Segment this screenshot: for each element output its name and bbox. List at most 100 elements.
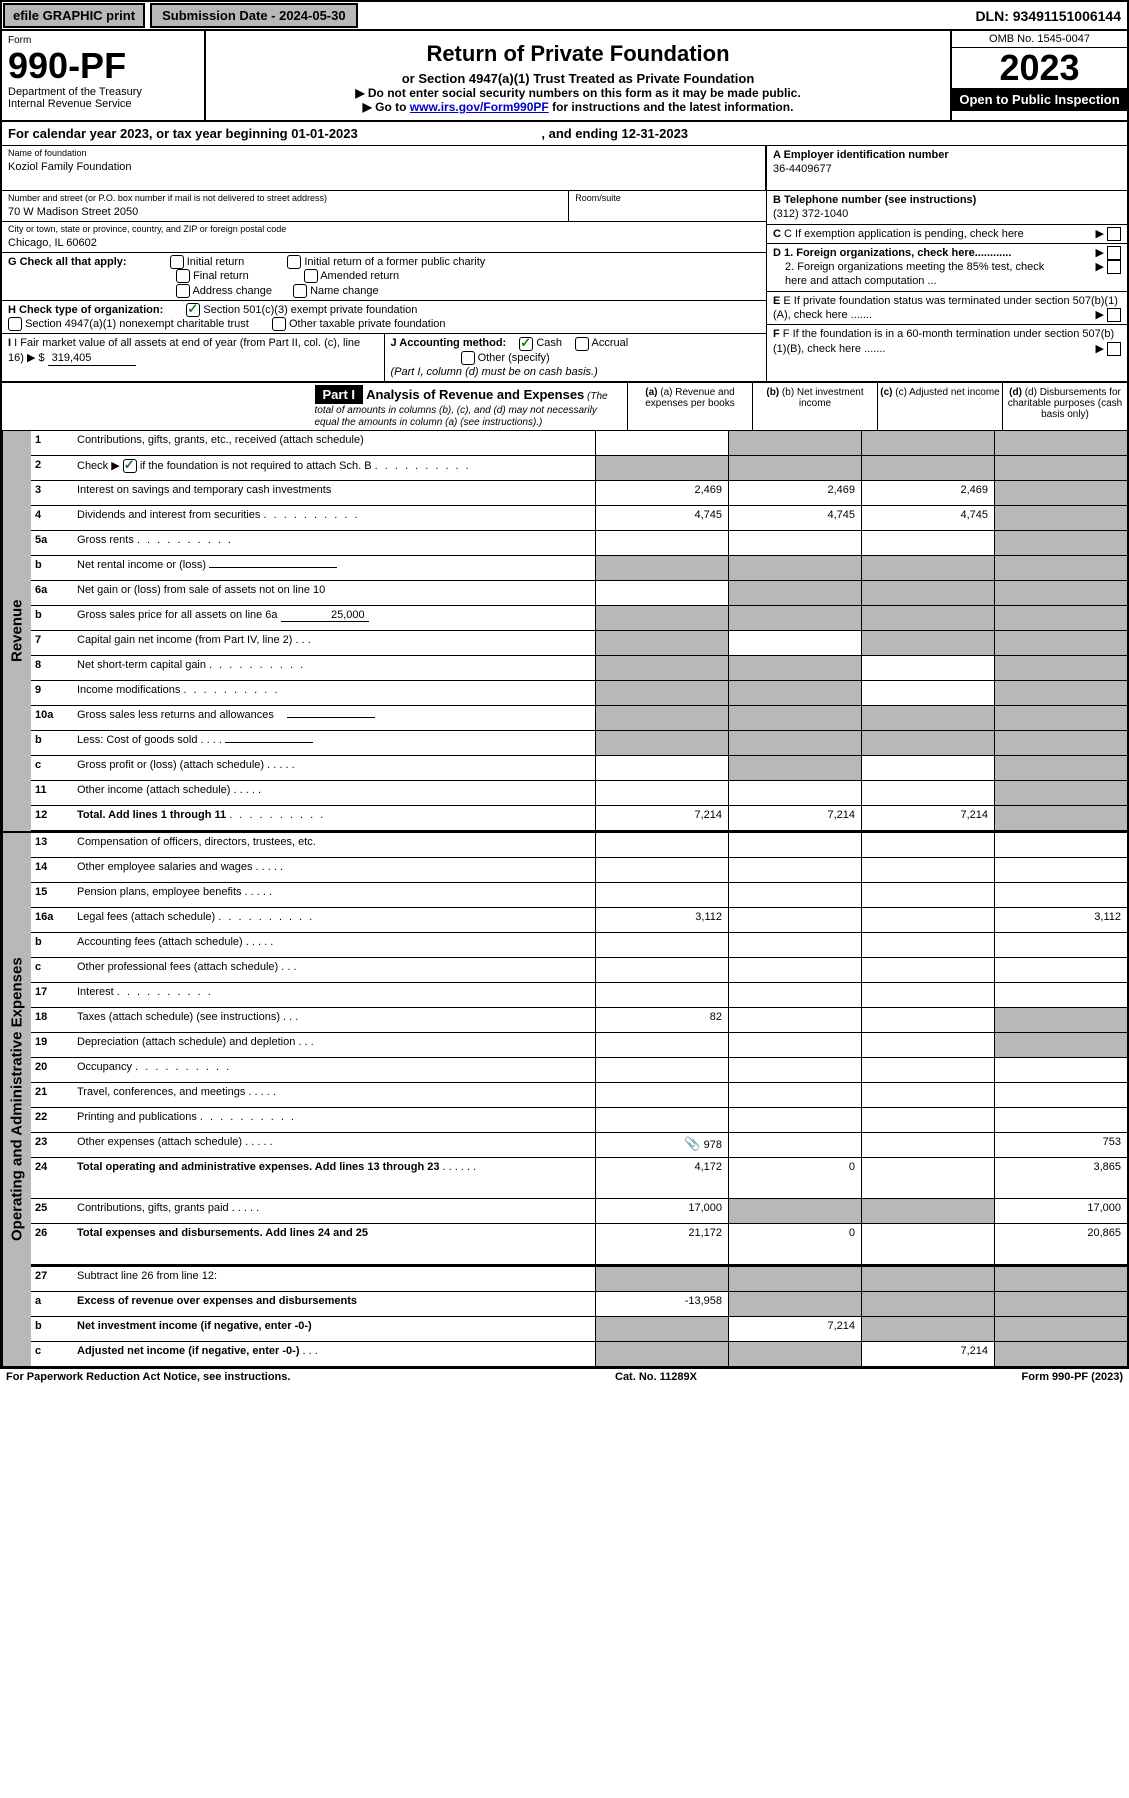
city-cell: City or town, state or province, country…: [2, 222, 766, 253]
section-c: C C If exemption application is pending,…: [767, 225, 1127, 244]
tax-year: 2023: [952, 48, 1127, 88]
row-6b: bGross sales price for all assets on lin…: [31, 606, 1127, 631]
row-1: 1Contributions, gifts, grants, etc., rec…: [31, 431, 1127, 456]
row-6a: 6aNet gain or (loss) from sale of assets…: [31, 581, 1127, 606]
form-number: 990-PF: [8, 48, 198, 84]
phone-cell: B Telephone number (see instructions) (3…: [767, 191, 1127, 225]
checkbox-amended[interactable]: [304, 269, 318, 283]
checkbox-c[interactable]: [1107, 227, 1121, 241]
row-27b: bNet investment income (if negative, ent…: [31, 1317, 1127, 1342]
row-16b: bAccounting fees (attach schedule) . . .…: [31, 933, 1127, 958]
submission-date: Submission Date - 2024-05-30: [150, 3, 358, 28]
revenue-label: Revenue: [2, 431, 31, 831]
checkbox-initial-former[interactable]: [287, 255, 301, 269]
expenses-section: Operating and Administrative Expenses 13…: [2, 831, 1127, 1366]
row-25: 25Contributions, gifts, grants paid . . …: [31, 1199, 1127, 1224]
row-9: 9Income modifications: [31, 681, 1127, 706]
row-14: 14Other employee salaries and wages . . …: [31, 858, 1127, 883]
checkbox-d1[interactable]: [1107, 246, 1121, 260]
row-18: 18Taxes (attach schedule) (see instructi…: [31, 1008, 1127, 1033]
header-left: Form 990-PF Department of the Treasury I…: [2, 31, 206, 120]
row-12: 12Total. Add lines 1 through 11 7,2147,2…: [31, 806, 1127, 831]
col-b-header: (b) (b) Net investment income: [752, 383, 877, 430]
expenses-label: Operating and Administrative Expenses: [2, 833, 31, 1366]
row-11: 11Other income (attach schedule) . . . .…: [31, 781, 1127, 806]
checkbox-e[interactable]: [1107, 308, 1121, 322]
checkbox-final[interactable]: [176, 269, 190, 283]
open-public: Open to Public Inspection: [952, 88, 1127, 111]
street-address: 70 W Madison Street 2050: [8, 205, 562, 219]
col-a-header: (a) (a) Revenue and expenses per books: [627, 383, 752, 430]
section-d: D 1. Foreign organizations, check here..…: [767, 244, 1127, 292]
foundation-name: Koziol Family Foundation: [8, 160, 759, 174]
row-15: 15Pension plans, employee benefits . . .…: [31, 883, 1127, 908]
entity-info: Name of foundation Koziol Family Foundat…: [2, 146, 1127, 381]
row-10c: cGross profit or (loss) (attach schedule…: [31, 756, 1127, 781]
checkbox-cash[interactable]: [519, 337, 533, 351]
row-19: 19Depreciation (attach schedule) and dep…: [31, 1033, 1127, 1058]
revenue-section: Revenue 1Contributions, gifts, grants, e…: [2, 431, 1127, 831]
checkbox-4947[interactable]: [8, 317, 22, 331]
row-16a: 16aLegal fees (attach schedule) 3,1123,1…: [31, 908, 1127, 933]
form-link[interactable]: www.irs.gov/Form990PF: [410, 100, 549, 114]
paperwork-notice: For Paperwork Reduction Act Notice, see …: [6, 1371, 290, 1383]
section-j: J Accounting method: Cash Accrual Other …: [385, 334, 767, 381]
row-21: 21Travel, conferences, and meetings . . …: [31, 1083, 1127, 1108]
checkbox-address[interactable]: [176, 284, 190, 298]
city-value: Chicago, IL 60602: [8, 236, 760, 250]
col-c-header: (c) (c) Adjusted net income: [877, 383, 1002, 430]
checkbox-initial[interactable]: [170, 255, 184, 269]
form-header: Form 990-PF Department of the Treasury I…: [2, 31, 1127, 122]
row-24: 24Total operating and administrative exp…: [31, 1158, 1127, 1199]
row-27c: cAdjusted net income (if negative, enter…: [31, 1342, 1127, 1366]
checkbox-schb[interactable]: [123, 459, 137, 473]
cat-number: Cat. No. 11289X: [615, 1371, 697, 1383]
ssn-note: ▶ Do not enter social security numbers o…: [212, 86, 944, 100]
header-right: OMB No. 1545-0047 2023 Open to Public In…: [950, 31, 1127, 120]
omb-number: OMB No. 1545-0047: [952, 31, 1127, 48]
dept-label: Department of the Treasury: [8, 86, 198, 98]
info-left: Name of foundation Koziol Family Foundat…: [2, 146, 766, 381]
row-5b: bNet rental income or (loss): [31, 556, 1127, 581]
row-10a: 10aGross sales less returns and allowanc…: [31, 706, 1127, 731]
address-cell: Number and street (or P.O. box number if…: [2, 191, 569, 222]
row-2: 2Check ▶ if the foundation is not requir…: [31, 456, 1127, 481]
section-i: I I Fair market value of all assets at e…: [2, 334, 385, 381]
col-d-header: (d) (d) Disbursements for charitable pur…: [1002, 383, 1127, 430]
checkbox-501c3[interactable]: [186, 303, 200, 317]
row-13: 13Compensation of officers, directors, t…: [31, 833, 1127, 858]
phone-value: (312) 372-1040: [773, 208, 848, 220]
dln-label: DLN: 93491151006144: [975, 8, 1127, 24]
row-4: 4Dividends and interest from securities …: [31, 506, 1127, 531]
attach-icon[interactable]: 📎: [684, 1136, 700, 1151]
row-20: 20Occupancy: [31, 1058, 1127, 1083]
row-27: 27Subtract line 26 from line 12:: [31, 1265, 1127, 1292]
row-22: 22Printing and publications: [31, 1108, 1127, 1133]
fmv-value: 319,405: [48, 351, 136, 366]
row-26: 26Total expenses and disbursements. Add …: [31, 1224, 1127, 1265]
page-footer: For Paperwork Reduction Act Notice, see …: [0, 1368, 1129, 1385]
checkbox-accrual[interactable]: [575, 337, 589, 351]
goto-note: ▶ Go to www.irs.gov/Form990PF for instru…: [212, 100, 944, 114]
checkbox-other-method[interactable]: [461, 351, 475, 365]
row-23: 23Other expenses (attach schedule) . . .…: [31, 1133, 1127, 1158]
section-h: H Check type of organization: Section 50…: [2, 301, 766, 335]
checkbox-f[interactable]: [1107, 342, 1121, 356]
form-ref: Form 990-PF (2023): [1022, 1371, 1123, 1383]
row-17: 17Interest: [31, 983, 1127, 1008]
ein-value: 36-4409677: [773, 163, 832, 175]
efile-button[interactable]: efile GRAPHIC print: [3, 3, 145, 28]
section-g: G Check all that apply: Initial return I…: [2, 253, 766, 301]
ein-cell: A Employer identification number 36-4409…: [767, 146, 1127, 191]
row-27a: aExcess of revenue over expenses and dis…: [31, 1292, 1127, 1317]
calendar-year-row: For calendar year 2023, or tax year begi…: [2, 122, 1127, 146]
checkbox-name[interactable]: [293, 284, 307, 298]
row-10b: bLess: Cost of goods sold . . . .: [31, 731, 1127, 756]
checkbox-d2[interactable]: [1107, 260, 1121, 274]
section-e: E E If private foundation status was ter…: [767, 292, 1127, 326]
checkbox-other-taxable[interactable]: [272, 317, 286, 331]
form-title: Return of Private Foundation: [212, 41, 944, 67]
row-16c: cOther professional fees (attach schedul…: [31, 958, 1127, 983]
foundation-name-cell: Name of foundation Koziol Family Foundat…: [2, 146, 766, 191]
part1-label: Part I: [315, 385, 364, 404]
